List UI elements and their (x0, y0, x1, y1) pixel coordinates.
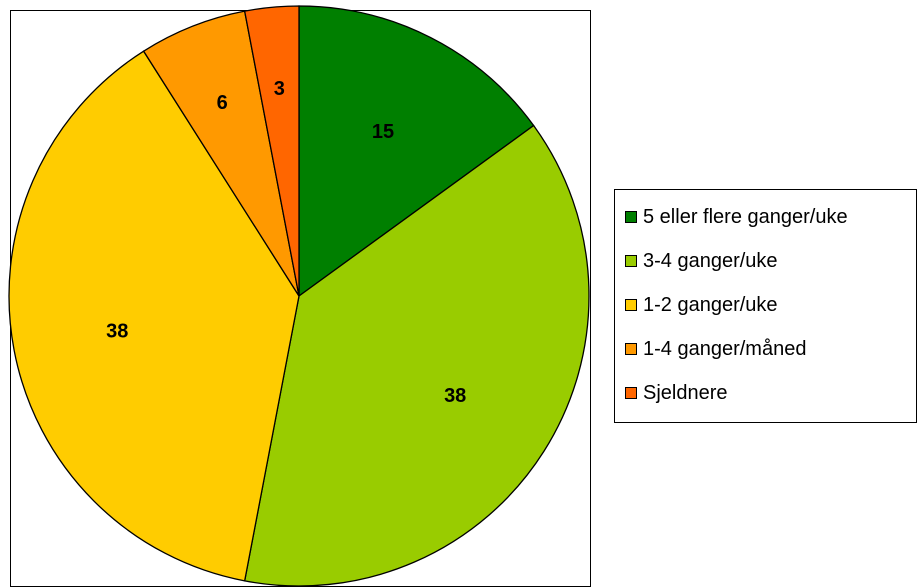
legend-label-3-4: 3-4 ganger/uke (643, 249, 778, 272)
legend-item-1-4-month: 1-4 ganger/måned (625, 334, 806, 364)
legend-swatch-1-2 (625, 299, 637, 311)
data-label-rarely: 3 (274, 78, 285, 100)
legend-item-rarely: Sjeldnere (625, 378, 728, 408)
legend-item-3-4: 3-4 ganger/uke (625, 246, 778, 276)
data-label-3-4: 38 (444, 385, 466, 407)
legend-item-5-plus: 5 eller flere ganger/uke (625, 202, 848, 232)
legend-swatch-1-4-month (625, 343, 637, 355)
data-label-5-plus: 15 (372, 121, 394, 143)
legend-label-1-2: 1-2 ganger/uke (643, 293, 778, 316)
data-label-1-2: 38 (106, 321, 128, 343)
legend-label-1-4-month: 1-4 ganger/måned (643, 337, 807, 360)
pie-slice-rarely (243, 5, 300, 297)
legend-swatch-rarely (625, 387, 637, 399)
legend: 5 eller flere ganger/uke 3-4 ganger/uke … (614, 189, 917, 423)
legend-swatch-5-plus (625, 211, 637, 223)
pie-slice-5-plus (298, 5, 535, 298)
pie-slice-1-2 (8, 50, 300, 582)
pie-slice-3-4 (243, 124, 590, 587)
legend-label-rarely: Sjeldnere (643, 381, 728, 404)
legend-swatch-3-4 (625, 255, 637, 267)
data-label-1-4-month: 6 (217, 92, 228, 114)
legend-item-1-2: 1-2 ganger/uke (625, 290, 778, 320)
legend-label-5-plus: 5 eller flere ganger/uke (643, 205, 848, 228)
